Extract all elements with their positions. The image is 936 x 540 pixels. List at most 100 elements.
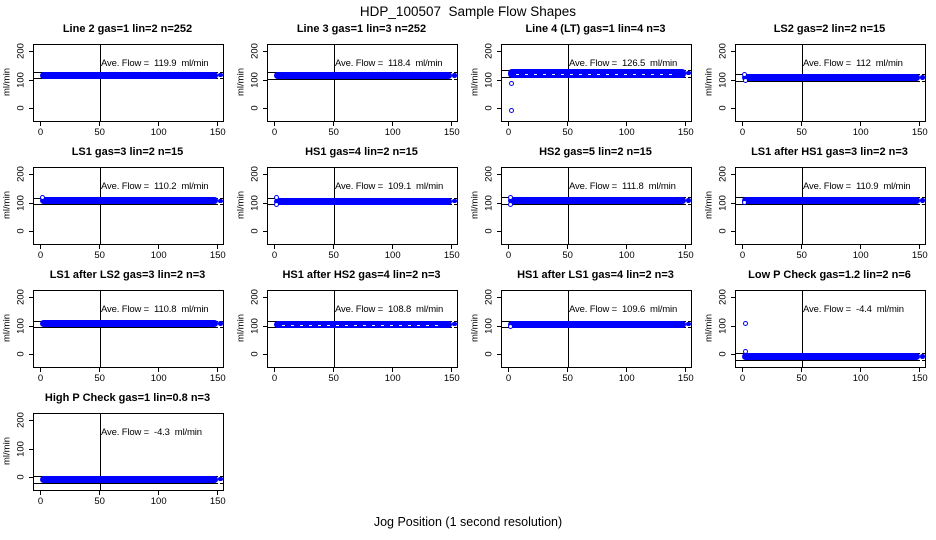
x-tick-label: 0 bbox=[505, 250, 512, 261]
y-tick-mark bbox=[497, 297, 501, 299]
end-point bbox=[218, 477, 223, 482]
figure-title: HDP_100507 Sample Flow Shapes bbox=[359, 4, 577, 19]
flow-panel: LS1 gas=3 lin=2 n=15 ml/min 0 100 200 Ave. Fl… bbox=[0, 141, 234, 264]
outlier-point bbox=[507, 323, 513, 329]
y-tick-label: 0 bbox=[717, 351, 729, 357]
y-tick-mark bbox=[29, 51, 33, 53]
plot-area: Ave. Flow = 118.4 ml/min bbox=[267, 44, 458, 122]
x-tick-label: 150 bbox=[677, 373, 694, 384]
x-tick-mark bbox=[333, 368, 335, 372]
y-tick-label: 0 bbox=[249, 228, 261, 234]
y-axis-label: ml/min bbox=[1, 191, 13, 219]
x-tick-mark bbox=[919, 122, 921, 126]
ave-flow-label: Ave. Flow = 108.8 ml/min bbox=[335, 303, 444, 315]
outlier-point bbox=[507, 194, 513, 200]
x-tick-label: 100 bbox=[384, 373, 401, 384]
x-tick-label: 50 bbox=[94, 373, 105, 384]
y-tick-label: 200 bbox=[249, 289, 261, 306]
plot-area: Ave. Flow = 109.6 ml/min bbox=[501, 290, 692, 368]
limit-line bbox=[34, 327, 223, 328]
x-tick-label: 50 bbox=[796, 250, 807, 261]
flow-data-band bbox=[273, 320, 453, 328]
y-tick-label: 200 bbox=[483, 289, 495, 306]
x-tick-mark bbox=[158, 368, 160, 372]
x-tick-label: 150 bbox=[443, 373, 460, 384]
y-axis-label: ml/min bbox=[469, 314, 481, 342]
x-tick-label: 100 bbox=[618, 250, 635, 261]
plot-area: Ave. Flow = 119.9 ml/min bbox=[33, 44, 224, 122]
x-tick-mark bbox=[567, 368, 569, 372]
band-white-dashes bbox=[281, 324, 445, 326]
plot-area: Ave. Flow = 110.9 ml/min bbox=[735, 167, 926, 245]
y-tick-mark bbox=[263, 174, 267, 176]
y-tick-label: 200 bbox=[249, 43, 261, 60]
flow-panel: LS2 gas=2 lin=2 n=15 ml/min 0 100 200 Ave. Fl… bbox=[702, 18, 936, 141]
ave-flow-label: Ave. Flow = 112 ml/min bbox=[803, 57, 903, 69]
flow-panel: HS1 after HS2 gas=4 lin=2 n=3 ml/min 0 100 2… bbox=[234, 264, 468, 387]
figure-xlabel: Jog Position (1 second resolution) bbox=[373, 515, 563, 529]
x-tick-mark bbox=[274, 245, 276, 249]
limit-line bbox=[736, 360, 925, 361]
end-point bbox=[920, 198, 925, 203]
y-tick-mark bbox=[263, 297, 267, 299]
x-tick-mark bbox=[40, 122, 42, 126]
x-tick-mark bbox=[742, 245, 744, 249]
y-tick-label: 100 bbox=[249, 194, 261, 211]
x-tick-label: 100 bbox=[384, 250, 401, 261]
vertical-reference-line bbox=[334, 45, 335, 121]
y-axis-label: ml/min bbox=[235, 68, 247, 96]
x-tick-mark bbox=[333, 122, 335, 126]
x-tick-label: 0 bbox=[505, 373, 512, 384]
x-tick-label: 50 bbox=[562, 250, 573, 261]
y-tick-label: 200 bbox=[15, 43, 27, 60]
ave-flow-label: Ave. Flow = -4.3 ml/min bbox=[101, 426, 202, 438]
y-tick-label: 0 bbox=[483, 228, 495, 234]
ave-flow-label: Ave. Flow = 110.8 ml/min bbox=[101, 303, 209, 315]
x-tick-label: 50 bbox=[94, 127, 105, 138]
y-tick-mark bbox=[731, 108, 735, 110]
y-tick-mark bbox=[731, 354, 735, 356]
outlier-point bbox=[39, 195, 45, 201]
y-axis-label: ml/min bbox=[703, 314, 715, 342]
x-tick-label: 150 bbox=[911, 127, 928, 138]
x-tick-mark bbox=[158, 122, 160, 126]
flow-data-band bbox=[741, 352, 921, 360]
y-tick-label: 200 bbox=[717, 43, 729, 60]
y-tick-mark bbox=[497, 51, 501, 53]
y-tick-label: 100 bbox=[717, 71, 729, 88]
outlier-point bbox=[741, 72, 747, 78]
x-tick-label: 50 bbox=[328, 373, 339, 384]
y-tick-label: 100 bbox=[483, 71, 495, 88]
y-tick-label: 100 bbox=[717, 194, 729, 211]
x-tick-mark bbox=[919, 245, 921, 249]
x-tick-mark bbox=[919, 368, 921, 372]
limit-line bbox=[502, 204, 691, 205]
end-point bbox=[452, 198, 457, 204]
y-tick-label: 0 bbox=[15, 105, 27, 111]
y-tick-mark bbox=[263, 325, 267, 327]
y-tick-label: 100 bbox=[15, 440, 27, 457]
x-tick-label: 150 bbox=[443, 250, 460, 261]
y-tick-label: 0 bbox=[483, 105, 495, 111]
x-tick-label: 50 bbox=[562, 127, 573, 138]
flow-data-band bbox=[507, 320, 687, 328]
vertical-reference-line bbox=[100, 45, 101, 121]
plot-area: Ave. Flow = 108.8 ml/min bbox=[267, 290, 458, 368]
x-tick-mark bbox=[685, 122, 687, 126]
ave-flow-label: Ave. Flow = 126.5 ml/min bbox=[569, 57, 678, 69]
panel-title: LS1 after HS1 gas=3 lin=2 n=3 bbox=[751, 146, 908, 158]
ave-flow-label: Ave. Flow = 111.8 ml/min bbox=[569, 180, 676, 192]
x-tick-label: 150 bbox=[443, 127, 460, 138]
flow-panel: Line 4 (LT) gas=1 lin=4 n=3 ml/min 0 100 200… bbox=[468, 18, 702, 141]
x-tick-label: 50 bbox=[328, 127, 339, 138]
x-tick-mark bbox=[742, 122, 744, 126]
x-tick-label: 50 bbox=[94, 496, 105, 507]
panel-title: HS1 after HS2 gas=4 lin=2 n=3 bbox=[282, 269, 441, 281]
flow-data-band bbox=[507, 68, 687, 78]
x-tick-label: 150 bbox=[209, 250, 226, 261]
x-tick-label: 150 bbox=[911, 373, 928, 384]
y-tick-label: 0 bbox=[15, 351, 27, 357]
end-point bbox=[920, 75, 925, 80]
x-tick-mark bbox=[860, 245, 862, 249]
